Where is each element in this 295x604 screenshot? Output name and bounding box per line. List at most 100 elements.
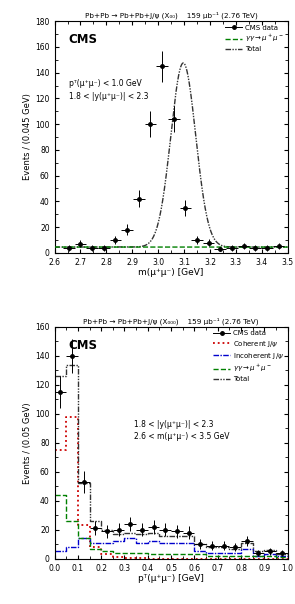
Total xyxy=(204,541,208,548)
Incoherent J/$\psi$ xyxy=(181,539,185,547)
$\gamma\gamma \rightarrow \mu^+\mu^-$ xyxy=(64,492,68,499)
Incoherent J/$\psi$ xyxy=(99,539,103,547)
Total xyxy=(239,545,243,552)
Coherent J/$\psi$ xyxy=(111,553,114,560)
Incoherent J/$\psi$ xyxy=(76,544,80,551)
Total xyxy=(53,373,56,380)
Coherent J/$\psi$ xyxy=(135,555,138,562)
Incoherent J/$\psi$ xyxy=(239,545,243,552)
Total xyxy=(251,548,254,555)
Total xyxy=(274,547,278,554)
Total xyxy=(158,532,161,539)
Text: pᵀ(μ⁺μ⁻) < 1.0 GeV
1.8 < |y(μ⁺μ⁻)| < 2.3: pᵀ(μ⁺μ⁻) < 1.0 GeV 1.8 < |y(μ⁺μ⁻)| < 2.3 xyxy=(68,79,148,101)
Line: Coherent J/$\psi$: Coherent J/$\psi$ xyxy=(55,417,288,559)
Coherent J/$\psi$ xyxy=(158,555,161,562)
Total xyxy=(99,518,103,525)
Coherent J/$\psi$ xyxy=(123,553,126,560)
Coherent J/$\psi$ xyxy=(181,555,185,562)
Incoherent J/$\psi$ xyxy=(263,552,266,559)
Coherent J/$\psi$ xyxy=(216,555,219,562)
Total xyxy=(123,529,126,536)
Incoherent J/$\psi$ xyxy=(111,538,114,545)
Incoherent J/$\psi$ xyxy=(135,535,138,542)
Total xyxy=(158,529,161,536)
$\gamma\gamma \rightarrow \mu^+\mu^-$ xyxy=(193,551,196,558)
Total xyxy=(181,532,185,539)
$\gamma\gamma \rightarrow \mu^+\mu^-$ xyxy=(111,549,114,556)
Total xyxy=(286,551,289,558)
Total xyxy=(146,530,150,538)
Incoherent J/$\psi$ xyxy=(53,548,56,555)
Coherent J/$\psi$ xyxy=(88,522,91,529)
$\gamma\gamma \rightarrow \mu^+\mu^-$ xyxy=(76,518,80,525)
Coherent J/$\psi$ xyxy=(193,555,196,562)
Incoherent J/$\psi$ xyxy=(228,549,231,556)
$\gamma\gamma \rightarrow \mu^+\mu^-$ xyxy=(146,549,150,556)
Total xyxy=(146,529,150,536)
Total xyxy=(99,526,103,533)
Total xyxy=(135,529,138,536)
Incoherent J/$\psi$ xyxy=(169,539,173,547)
$\gamma\gamma \rightarrow \mu^+\mu^-$ xyxy=(123,549,126,556)
Incoherent J/$\psi$ xyxy=(263,551,266,558)
Title: Pb+Pb → Pb+Pb+J/ψ (X₀₀₀)    159 μb⁻¹ (2.76 TeV): Pb+Pb → Pb+Pb+J/ψ (X₀₀₀) 159 μb⁻¹ (2.76 … xyxy=(83,318,259,325)
Coherent J/$\psi$ xyxy=(169,555,173,562)
Incoherent J/$\psi$ xyxy=(111,539,114,547)
Coherent J/$\psi$ xyxy=(228,555,231,562)
Text: CMS: CMS xyxy=(68,339,98,352)
Total xyxy=(76,480,80,487)
Coherent J/$\psi$ xyxy=(239,555,243,562)
Incoherent J/$\psi$ xyxy=(88,539,91,547)
Incoherent J/$\psi$ xyxy=(204,548,208,555)
$\gamma\gamma \rightarrow \mu^+\mu^-$ xyxy=(204,552,208,559)
Total xyxy=(181,532,185,539)
$\gamma\gamma \rightarrow \mu^+\mu^-$ xyxy=(158,551,161,558)
Total xyxy=(64,361,68,368)
Legend: CMS data, $\gamma\gamma \rightarrow \mu^+\mu^-$, Total: CMS data, $\gamma\gamma \rightarrow \mu^… xyxy=(225,25,284,52)
Total xyxy=(204,544,208,551)
Coherent J/$\psi$ xyxy=(146,555,150,562)
$\gamma\gamma \rightarrow \mu^+\mu^-$ xyxy=(123,549,126,556)
Incoherent J/$\psi$ xyxy=(88,535,91,542)
Coherent J/$\psi$ xyxy=(193,555,196,562)
X-axis label: m(μ⁺μ⁻) [GeV]: m(μ⁺μ⁻) [GeV] xyxy=(138,268,204,277)
Incoherent J/$\psi$ xyxy=(76,535,80,542)
Incoherent J/$\psi$ xyxy=(251,545,254,552)
Coherent J/$\psi$ xyxy=(64,446,68,454)
Total xyxy=(216,544,219,551)
Coherent J/$\psi$ xyxy=(123,554,126,562)
$\gamma\gamma \rightarrow \mu^+\mu^-$ xyxy=(64,518,68,525)
Coherent J/$\psi$ xyxy=(251,555,254,562)
$\gamma\gamma \rightarrow \mu^+\mu^-$ xyxy=(239,552,243,559)
Coherent J/$\psi$ xyxy=(216,555,219,562)
Coherent J/$\psi$ xyxy=(181,555,185,562)
Total xyxy=(251,539,254,547)
Incoherent J/$\psi$ xyxy=(146,538,150,545)
Total xyxy=(76,361,80,368)
Incoherent J/$\psi$ xyxy=(204,549,208,556)
$\gamma\gamma \rightarrow \mu^+\mu^-$ xyxy=(251,552,254,559)
Title: Pb+Pb → Pb+Pb+J/ψ (X₀₀)    159 μb⁻¹ (2.76 TeV): Pb+Pb → Pb+Pb+J/ψ (X₀₀) 159 μb⁻¹ (2.76 T… xyxy=(85,11,258,19)
Coherent J/$\psi$ xyxy=(99,551,103,558)
Total xyxy=(88,480,91,487)
Coherent J/$\psi$ xyxy=(99,544,103,551)
Incoherent J/$\psi$ xyxy=(216,549,219,556)
$\gamma\gamma \rightarrow \mu^+\mu^-$ xyxy=(216,552,219,559)
$\gamma\gamma \rightarrow \mu^+\mu^-$ xyxy=(111,548,114,555)
Total xyxy=(111,526,114,533)
Coherent J/$\psi$ xyxy=(158,555,161,562)
X-axis label: pᵀ(μ⁺μ⁻) [GeV]: pᵀ(μ⁺μ⁻) [GeV] xyxy=(138,574,204,583)
Coherent J/$\psi$ xyxy=(76,413,80,420)
$\gamma\gamma \rightarrow \mu^+\mu^-$ xyxy=(228,552,231,559)
Incoherent J/$\psi$ xyxy=(64,544,68,551)
Total xyxy=(263,547,266,554)
Incoherent J/$\psi$ xyxy=(274,552,278,559)
$\gamma\gamma \rightarrow \mu^+\mu^-$ xyxy=(146,551,150,558)
Total xyxy=(123,530,126,538)
$\gamma\gamma \rightarrow \mu^+\mu^-$ xyxy=(169,551,173,558)
Coherent J/$\psi$ xyxy=(228,555,231,562)
Coherent J/$\psi$ xyxy=(263,555,266,562)
Coherent J/$\psi$ xyxy=(251,555,254,562)
Coherent J/$\psi$ xyxy=(76,522,80,529)
$\gamma\gamma \rightarrow \mu^+\mu^-$ xyxy=(88,535,91,542)
